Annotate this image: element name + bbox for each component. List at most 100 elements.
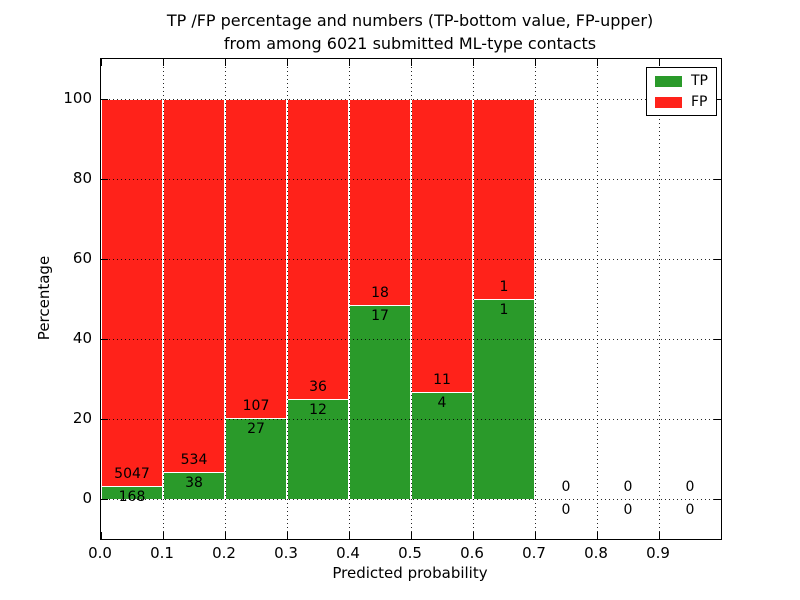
tp-bar-segment: [163, 472, 225, 499]
tp-count-label: 0: [623, 502, 633, 518]
fp-color-swatch: [655, 96, 682, 108]
tp-count-label: 0: [685, 502, 695, 518]
x-tick-mark-bottom: [473, 532, 474, 539]
x-tick-mark-top: [535, 59, 536, 66]
x-tick-mark-top: [101, 59, 102, 66]
x-tick-label: 0.4: [336, 544, 360, 562]
tp-bar-segment: [349, 304, 411, 499]
legend-label-fp: FP: [691, 94, 708, 110]
legend-entry-tp: TP: [655, 74, 708, 88]
v-gridline: [659, 59, 660, 539]
y-tick-label: 60: [72, 249, 92, 267]
x-tick-label: 0.8: [584, 544, 608, 562]
x-tick-mark-bottom: [349, 532, 350, 539]
tp-count-label: 38: [185, 475, 203, 492]
fp-count-label: 107: [242, 398, 270, 415]
legend-label-tp: TP: [691, 73, 708, 89]
chart-title: TP /FP percentage and numbers (TP-bottom…: [100, 9, 720, 55]
v-gridline: [411, 59, 412, 539]
y-tick-mark-right: [714, 179, 721, 180]
annotations-layer: 5047 168 534 38 107 27 36 12 18 17 11 4 1 1 0 0 0 0 0 0: [101, 59, 721, 539]
fp-bar-segment: [411, 99, 473, 393]
x-tick-mark-bottom: [163, 532, 164, 539]
fp-bar-segment: [101, 99, 163, 487]
x-tick-mark-top: [225, 59, 226, 66]
v-gridline: [597, 59, 598, 539]
fp-count-label: 534: [180, 452, 208, 469]
fp-count-label: 0: [685, 479, 695, 495]
tp-count-label: 12: [309, 402, 327, 418]
x-tick-label: 0.6: [460, 544, 484, 562]
tp-count-label: 168: [118, 489, 146, 506]
x-tick-label: 0.3: [274, 544, 298, 562]
y-tick-mark-left: [101, 339, 108, 340]
tp-count-label: 17: [371, 307, 389, 324]
tick-marks-layer: [101, 59, 721, 539]
fp-count-label: 5047: [114, 466, 150, 483]
chart-title-line1: TP /FP percentage and numbers (TP-bottom…: [166, 11, 654, 30]
fp-count-label: 0: [623, 479, 633, 495]
tp-bar-segment: [101, 486, 163, 499]
y-tick-label: 40: [72, 329, 92, 347]
y-tick-mark-right: [714, 419, 721, 420]
y-tick-label: 20: [72, 409, 92, 427]
x-tick-mark-top: [163, 59, 164, 66]
y-tick-mark-left: [101, 179, 108, 180]
fp-bar-segment: [473, 99, 535, 299]
x-tick-mark-top: [659, 59, 660, 66]
fp-bar-segment: [349, 99, 411, 305]
x-axis-label: Predicted probability: [332, 564, 488, 582]
y-axis-label: Percentage: [35, 255, 53, 341]
fp-count-label: 36: [309, 379, 327, 395]
x-tick-mark-bottom: [597, 532, 598, 539]
tp-bar-segment: [473, 299, 535, 499]
x-tick-label: 0.1: [150, 544, 174, 562]
v-gridline: [287, 59, 288, 539]
x-tick-mark-top: [349, 59, 350, 66]
x-tick-label: 0.2: [212, 544, 236, 562]
y-tick-label: 100: [63, 89, 92, 107]
y-tick-mark-left: [101, 99, 108, 100]
x-tick-mark-top: [597, 59, 598, 66]
fp-bar-segment: [287, 99, 349, 399]
y-tick-mark-right: [714, 99, 721, 100]
x-tick-mark-top: [287, 59, 288, 66]
tp-bar-segment: [287, 399, 349, 499]
bars-layer: [101, 59, 721, 539]
fp-count-label: 0: [561, 479, 571, 495]
fp-count-label: 1: [499, 279, 509, 295]
x-tick-mark-bottom: [101, 532, 102, 539]
grid-layer: [101, 59, 721, 539]
y-tick-label: 80: [72, 169, 92, 187]
x-tick-label: 0.5: [398, 544, 422, 562]
x-tick-mark-bottom: [411, 532, 412, 539]
v-gridline: [163, 59, 164, 539]
tp-count-label: 0: [561, 502, 571, 518]
fp-bar-segment: [163, 99, 225, 473]
x-tick-mark-bottom: [225, 532, 226, 539]
y-tick-mark-right: [714, 259, 721, 260]
tp-count-label: 27: [247, 421, 265, 438]
y-tick-mark-left: [101, 499, 108, 500]
x-tick-mark-bottom: [535, 532, 536, 539]
plot-area: 5047 168 534 38 107 27 36 12 18 17 11 4 1 1 0 0 0 0 0 0: [100, 58, 722, 540]
x-tick-mark-top: [473, 59, 474, 66]
v-gridline: [473, 59, 474, 539]
y-tick-label: 0: [82, 489, 92, 507]
y-tick-mark-right: [714, 339, 721, 340]
tp-bar-segment: [225, 418, 287, 499]
fp-count-label: 18: [371, 284, 389, 301]
x-tick-label: 0.7: [522, 544, 546, 562]
x-tick-mark-top: [411, 59, 412, 66]
x-tick-mark-bottom: [659, 532, 660, 539]
tp-bar-segment: [411, 392, 473, 499]
tp-color-swatch: [655, 75, 682, 87]
y-tick-mark-left: [101, 259, 108, 260]
v-gridline: [225, 59, 226, 539]
chart-title-line2: from among 6021 submitted ML-type contac…: [223, 34, 597, 53]
y-tick-mark-left: [101, 419, 108, 420]
tp-count-label: 4: [437, 395, 447, 412]
y-tick-mark-right: [714, 499, 721, 500]
fp-count-label: 11: [433, 372, 451, 389]
